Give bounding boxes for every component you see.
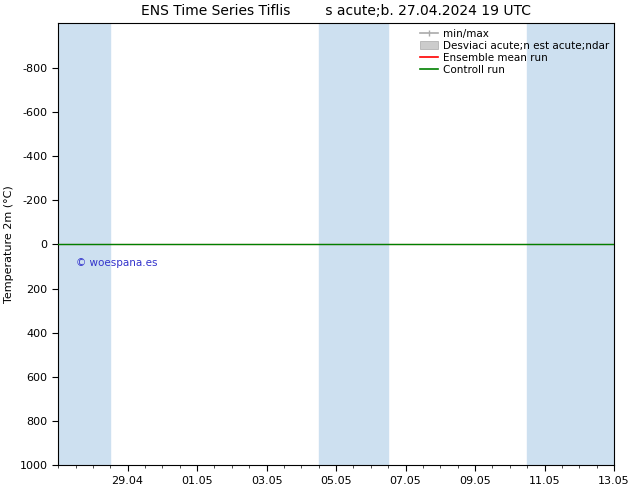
Y-axis label: Temperature 2m (°C): Temperature 2m (°C) bbox=[4, 186, 14, 303]
Title: ENS Time Series Tiflis        s acute;b. 27.04.2024 19 UTC: ENS Time Series Tiflis s acute;b. 27.04.… bbox=[141, 4, 531, 18]
Text: © woespana.es: © woespana.es bbox=[75, 258, 157, 268]
Bar bbox=[527, 24, 614, 465]
Legend: min/max, Desviaci acute;n est acute;ndar, Ensemble mean run, Controll run: min/max, Desviaci acute;n est acute;ndar… bbox=[417, 25, 612, 78]
Bar bbox=[319, 24, 388, 465]
Bar bbox=[58, 24, 110, 465]
